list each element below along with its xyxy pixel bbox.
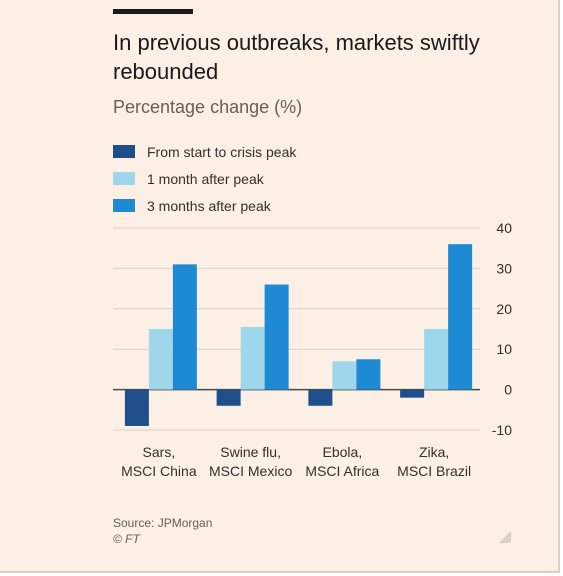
- legend-swatch: [113, 145, 135, 158]
- chart-title: In previous outbreaks, markets swiftly r…: [113, 30, 480, 84]
- credit-note: © FT: [113, 532, 140, 546]
- bar: [356, 359, 381, 390]
- bar: [216, 389, 241, 406]
- bar: [308, 389, 333, 406]
- legend-swatch: [113, 199, 135, 212]
- category-label: MSCI China: [121, 463, 197, 479]
- category-label: Sars,: [143, 444, 176, 460]
- bar: [124, 389, 149, 426]
- category-label: MSCI Mexico: [209, 463, 292, 479]
- bar-chart: 40 30 20 10 0 -10 Sars, MSCI China Swine flu, MSC…: [113, 220, 512, 479]
- bar: [172, 264, 197, 390]
- bar: [264, 284, 289, 390]
- legend-label: 3 months after peak: [147, 197, 271, 214]
- y-tick-label: 10: [496, 341, 512, 357]
- bar: [240, 326, 265, 390]
- resize-corner: [499, 531, 511, 543]
- y-tick-label: 30: [496, 260, 512, 276]
- category-label: MSCI Africa: [305, 463, 379, 479]
- legend-swatch: [113, 172, 135, 185]
- legend-item-1-month: 1 month after peak: [113, 165, 296, 192]
- brand-bar: [113, 9, 193, 14]
- bar: [424, 329, 449, 390]
- bar: [332, 361, 357, 390]
- category-label: MSCI Brazil: [397, 463, 471, 479]
- category-label: Swine flu,: [220, 444, 281, 460]
- y-tick-label: 20: [496, 301, 512, 317]
- legend-item-3-months: 3 months after peak: [113, 192, 296, 219]
- source-note: Source: JPMorgan: [113, 516, 213, 530]
- y-tick-label: 0: [504, 382, 512, 398]
- legend-label: From start to crisis peak: [147, 143, 297, 160]
- bar: [448, 244, 473, 390]
- category-label: Ebola,: [323, 444, 363, 460]
- y-tick-label: -10: [492, 422, 512, 438]
- y-tick-label: 40: [496, 220, 512, 236]
- category-label: Zika,: [419, 444, 449, 460]
- legend: From start to crisis peak 1 month after …: [113, 138, 296, 219]
- chart-subtitle: Percentage change (%): [113, 97, 303, 117]
- legend-item-crisis-peak: From start to crisis peak: [113, 138, 296, 165]
- legend-label: 1 month after peak: [147, 170, 264, 187]
- bar: [400, 389, 425, 398]
- bar: [148, 329, 173, 390]
